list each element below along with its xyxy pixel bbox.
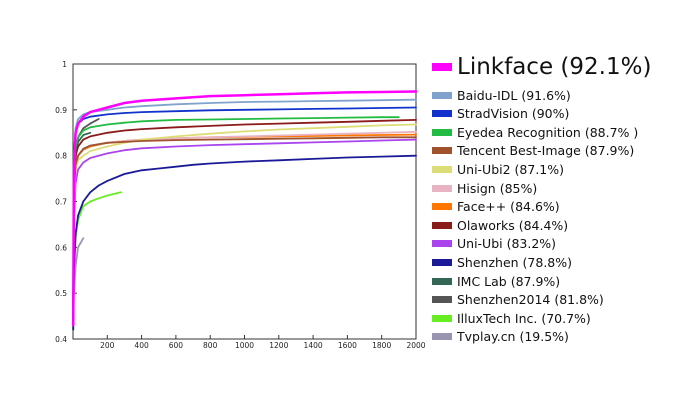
x-tick-label: 1600	[338, 341, 357, 350]
legend-swatch	[432, 184, 452, 192]
x-tick-label: 200	[100, 341, 115, 350]
series-line	[72, 154, 417, 331]
legend-swatch	[432, 296, 452, 304]
x-tick-label: 1000	[235, 341, 254, 350]
legend-label: Baidu-IDL (91.6%)	[457, 87, 571, 103]
legend-label: Olaworks (84.4%)	[457, 217, 569, 233]
legend-item: Hisign (85%)	[432, 179, 537, 197]
legend-label: Eyedea Recognition (88.7% )	[457, 124, 639, 140]
series-line	[72, 98, 417, 318]
legend-item: Tvplay.cn (19.5%)	[432, 328, 569, 346]
x-tick-label: 800	[203, 341, 218, 350]
legend-label: Uni-Ubi2 (87.1%)	[457, 161, 565, 177]
legend-swatch	[432, 240, 452, 248]
plot-frame	[72, 63, 417, 340]
x-tick-label: 2000	[406, 341, 425, 350]
legend-item: StradVision (90%)	[432, 105, 569, 123]
legend-item: Tencent Best-Image (87.9%)	[432, 142, 634, 160]
legend-swatch	[432, 203, 452, 211]
x-tick-label: 1400	[304, 341, 323, 350]
series-line	[72, 119, 417, 327]
legend-item: Face++ (84.6%)	[432, 198, 560, 216]
legend-label: Tvplay.cn (19.5%)	[457, 329, 569, 345]
legend-swatch	[432, 277, 452, 285]
x-tick-label: 400	[134, 341, 149, 350]
legend-swatch	[432, 110, 452, 118]
legend-item: Shenzhen2014 (81.8%)	[432, 291, 604, 309]
legend-label: Hisign (85%)	[457, 180, 538, 196]
y-tick-label: 1	[62, 60, 67, 69]
y-tick-label: 0.4	[55, 335, 67, 344]
series-line	[72, 123, 417, 327]
legend-item: Olaworks (84.4%)	[432, 216, 568, 234]
series-line	[71, 90, 418, 327]
series-line	[72, 138, 417, 327]
legend-item: Linkface (92.1%)	[432, 54, 651, 80]
legend-swatch	[432, 128, 452, 136]
legend-swatch	[432, 221, 452, 229]
series-line	[72, 136, 417, 327]
legend-swatch	[432, 314, 452, 322]
legend-label: Shenzhen (78.8%)	[457, 254, 573, 270]
legend-swatch	[432, 63, 452, 71]
x-tick-label: 600	[169, 341, 184, 350]
legend-swatch	[432, 165, 452, 173]
y-tick-label: 0.8	[55, 152, 67, 161]
legend-label: Linkface (92.1%)	[457, 54, 652, 80]
legend-swatch	[432, 91, 452, 99]
y-tick-label: 0.5	[55, 289, 67, 298]
legend-item: Shenzhen (78.8%)	[432, 253, 572, 271]
legend-label: Shenzhen2014 (81.8%)	[457, 292, 604, 308]
legend-item: Uni-Ubi2 (87.1%)	[432, 160, 564, 178]
y-tick-label: 0.7	[55, 198, 67, 207]
legend-item: Uni-Ubi (83.2%)	[432, 235, 556, 253]
legend-swatch	[432, 258, 452, 266]
legend-item: Eyedea Recognition (88.7% )	[432, 123, 638, 141]
legend-label: IMC Lab (87.9%)	[457, 273, 561, 289]
legend-label: Tencent Best-Image (87.9%)	[457, 143, 635, 159]
legend-swatch	[432, 333, 452, 341]
x-tick-label: 1200	[269, 341, 288, 350]
series-line	[72, 116, 400, 322]
legend-label: Face++ (84.6%)	[457, 199, 560, 215]
legend-item: IMC Lab (87.9%)	[432, 272, 560, 290]
x-tick-label: 1800	[372, 341, 391, 350]
y-tick-label: 0.6	[55, 243, 67, 252]
legend-label: IlluxTech Inc. (70.7%)	[457, 310, 591, 326]
legend-swatch	[432, 147, 452, 155]
legend-label: StradVision (90%)	[457, 106, 570, 122]
legend-item: IlluxTech Inc. (70.7%)	[432, 309, 591, 327]
legend-label: Uni-Ubi (83.2%)	[457, 236, 557, 252]
legend-item: Baidu-IDL (91.6%)	[432, 86, 571, 104]
y-tick-label: 0.9	[55, 106, 67, 115]
